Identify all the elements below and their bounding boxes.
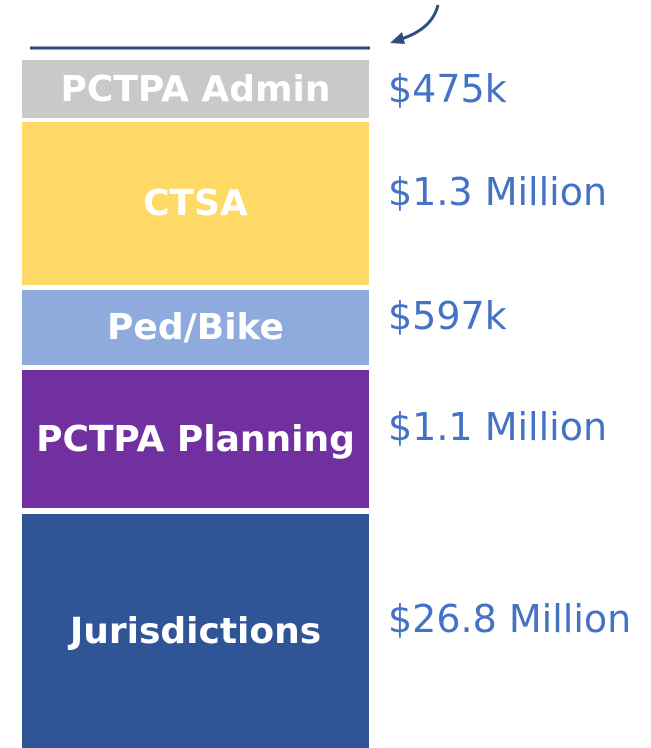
amount: $1.3 Million	[388, 169, 608, 214]
block: Ped/Bike	[22, 290, 369, 365]
header-graphic	[30, 4, 440, 50]
amount: $475k	[388, 67, 507, 111]
block: CTSA	[22, 122, 369, 285]
block: PCTPA Planning	[22, 370, 369, 508]
block: Jurisdictions	[22, 514, 369, 748]
block: PCTPA Admin	[22, 60, 369, 118]
amount: $597k	[388, 293, 507, 338]
amount: $1.1 Million	[388, 405, 608, 449]
arrow-head	[390, 32, 405, 44]
arrow	[397, 4, 440, 42]
amount: $26.8 Million	[388, 597, 632, 641]
